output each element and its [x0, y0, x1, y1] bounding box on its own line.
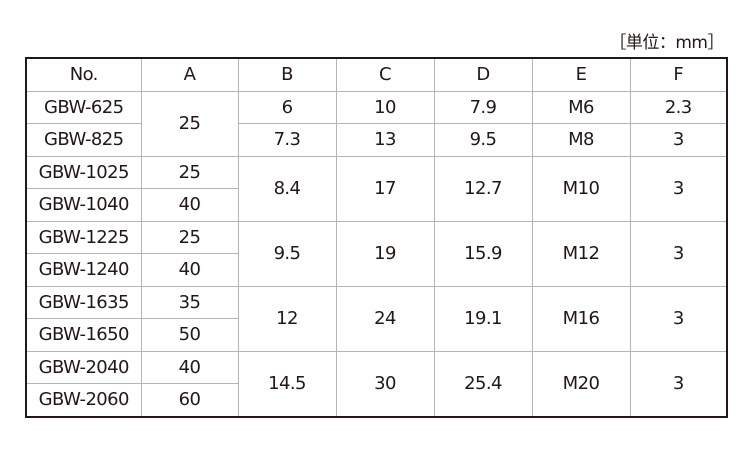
cell-a: 25 [140, 155, 239, 189]
cell-no: GBW-1040 [25, 188, 142, 222]
cell-a: 35 [140, 285, 239, 319]
cell-f: 3 [629, 285, 728, 352]
cell-d: 15.9 [433, 220, 533, 287]
table-row: GBW-1635 35 12 24 19.1 M16 3 [25, 285, 728, 352]
table-row: GBW-1025 25 8.4 17 12.7 M10 3 [25, 155, 728, 222]
cell-a: 50 [140, 318, 239, 352]
cell-a: 40 [140, 253, 239, 287]
header-a: A [140, 57, 239, 92]
cell-no: GBW-1025 [25, 155, 142, 189]
table-row: GBW-625 25 6 10 7.9 M6 2.3 [25, 90, 728, 157]
cell-d: 25.4 [433, 350, 533, 417]
header-e: E [531, 57, 631, 92]
cell-b: 12 [237, 285, 337, 352]
cell-b: 8.4 [237, 155, 337, 222]
table-row: GBW-1040 40 [25, 188, 727, 222]
cell-a: 40 [140, 350, 239, 384]
table-row: GBW-825 7.3 13 9.5 M8 3 [25, 123, 728, 157]
cell-no: GBW-2040 [25, 350, 142, 384]
cell-e: M8 [531, 123, 631, 157]
cell-d: 9.5 [433, 123, 533, 157]
cell-c: 17 [335, 155, 435, 222]
cell-no: GBW-1635 [25, 285, 142, 319]
table-row: GBW-2060 60 [25, 383, 727, 417]
cell-b: 7.3 [237, 123, 337, 157]
cell-a: 40 [140, 188, 239, 222]
cell-no: GBW-1240 [25, 253, 142, 287]
cell-b: 9.5 [237, 220, 337, 287]
cell-c: 30 [335, 350, 435, 417]
cell-a: 25 [140, 90, 239, 157]
cell-e: M10 [531, 155, 631, 222]
cell-b: 6 [237, 90, 337, 124]
cell-no: GBW-1650 [25, 318, 142, 352]
cell-no: GBW-625 [25, 90, 142, 124]
header-no: No. [25, 57, 142, 92]
cell-no: GBW-1225 [25, 220, 142, 254]
cell-e: M16 [531, 285, 631, 352]
header-d: D [433, 57, 533, 92]
table-row: GBW-1225 25 9.5 19 15.9 M12 3 [25, 220, 728, 287]
cell-f: 3 [629, 155, 728, 222]
cell-c: 24 [335, 285, 435, 352]
cell-no: GBW-2060 [25, 383, 142, 417]
cell-c: 13 [335, 123, 435, 157]
table-row: GBW-1650 50 [25, 318, 727, 352]
cell-f: 2.3 [629, 90, 728, 124]
cell-c: 10 [335, 90, 435, 124]
cell-f: 3 [629, 220, 728, 287]
cell-a: 60 [140, 383, 239, 417]
cell-e: M6 [531, 90, 631, 124]
cell-d: 7.9 [433, 90, 533, 124]
cell-no: GBW-825 [25, 123, 142, 157]
header-f: F [629, 57, 728, 92]
cell-f: 3 [629, 350, 728, 417]
header-b: B [237, 57, 337, 92]
cell-d: 12.7 [433, 155, 533, 222]
header-row: No. A B C D E F [25, 57, 728, 92]
cell-e: M20 [531, 350, 631, 417]
header-c: C [335, 57, 435, 92]
cell-b: 14.5 [237, 350, 337, 417]
cell-c: 19 [335, 220, 435, 287]
cell-e: M12 [531, 220, 631, 287]
unit-label: ［単位：mm］ [609, 33, 724, 53]
table-row: GBW-2040 40 14.5 30 25.4 M20 3 [25, 350, 728, 417]
dimension-table: No. A B C D E F GBW-625 25 6 10 7.9 M6 2… [25, 57, 728, 418]
cell-d: 19.1 [433, 285, 533, 352]
cell-a: 25 [140, 220, 239, 254]
table-row: GBW-1240 40 [25, 253, 727, 287]
cell-f: 3 [629, 123, 728, 157]
